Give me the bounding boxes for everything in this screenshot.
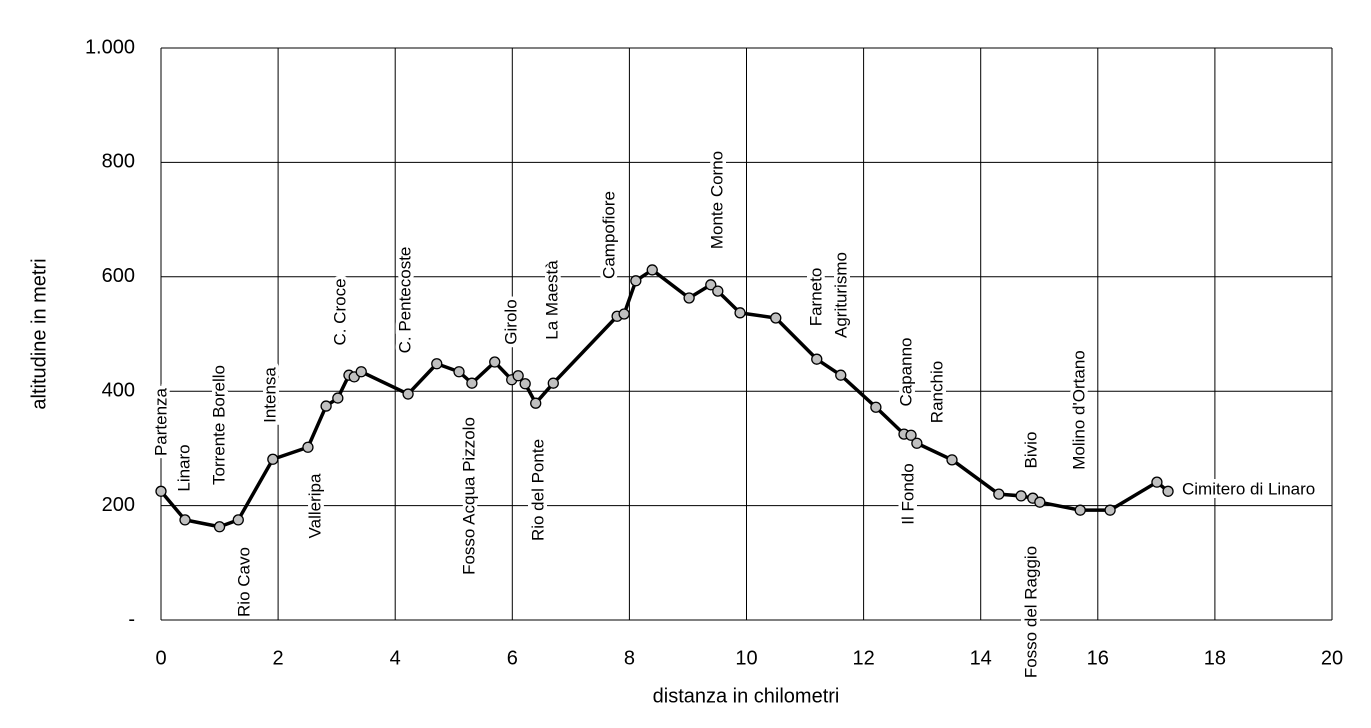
annotation: Linaro	[174, 444, 193, 491]
x-tick-label: 6	[507, 647, 518, 669]
point-marker	[1162, 485, 1174, 497]
annotation: C. Pentecoste	[395, 247, 414, 354]
annotation: Fosso del Raggio	[1021, 546, 1040, 678]
x-tick-label: 2	[273, 647, 284, 669]
annotation: Valleripa	[305, 473, 324, 538]
point-marker	[811, 353, 823, 365]
point-marker	[547, 377, 559, 389]
point-marker	[302, 441, 314, 453]
point-marker	[734, 307, 746, 319]
point-marker	[489, 356, 501, 368]
annotation: C. Croce	[330, 278, 349, 345]
y-tick-label: 200	[102, 494, 135, 516]
y-axis-title: altitudine in metri	[28, 258, 50, 409]
point-marker	[466, 377, 478, 389]
annotation: Intensa	[260, 367, 279, 423]
point-marker	[993, 488, 1005, 500]
point-marker	[618, 308, 630, 320]
point-marker	[630, 275, 642, 287]
annotation: La Maestà	[542, 260, 561, 340]
point-marker	[320, 400, 332, 412]
x-axis-title: distanza in chilometri	[653, 685, 840, 707]
point-marker	[1034, 496, 1046, 508]
annotation: Campofiore	[599, 191, 618, 279]
y-tick-label: 400	[102, 379, 135, 401]
point-marker	[155, 485, 167, 497]
annotation: Rio Cavo	[234, 547, 253, 617]
point-marker	[213, 521, 226, 533]
x-tick-label: 20	[1321, 647, 1343, 669]
point-marker	[179, 514, 191, 526]
x-tick-label: 0	[155, 647, 166, 669]
point-marker	[770, 312, 782, 324]
point-marker	[683, 292, 695, 304]
point-marker	[355, 366, 367, 378]
annotation: Fosso Acqua Pizzolo	[459, 417, 478, 575]
x-tick-label: 18	[1204, 647, 1226, 669]
y-tick-label: 600	[102, 265, 135, 287]
point-marker	[402, 388, 414, 400]
point-marker	[835, 369, 847, 381]
x-tick-label: 4	[390, 647, 401, 669]
y-tick-label: -	[128, 608, 135, 630]
point-marker	[431, 358, 443, 370]
annotation: Cimitero di Linaro	[1182, 479, 1315, 498]
point-marker	[332, 392, 344, 404]
annotation: Rio del Ponte	[528, 439, 547, 541]
point-marker	[267, 453, 279, 465]
point-marker	[512, 370, 524, 382]
y-tick-label: 800	[102, 151, 135, 173]
x-tick-label: 10	[735, 647, 757, 669]
point-marker	[946, 454, 958, 466]
annotation: Monte Corno	[707, 151, 726, 249]
annotation: Ranchio	[927, 361, 946, 423]
annotation: Il Fondo	[898, 463, 917, 524]
annotation: Agriturismo	[831, 252, 850, 338]
x-tick-label: 8	[624, 647, 635, 669]
point-marker	[905, 429, 917, 441]
annotation: Torrente Borello	[209, 365, 228, 485]
point-marker	[530, 397, 542, 409]
point-marker	[519, 378, 531, 390]
point-marker	[1074, 504, 1086, 516]
point-marker	[911, 437, 923, 449]
point-marker	[453, 366, 465, 378]
point-marker	[712, 285, 724, 297]
point-marker	[1151, 476, 1163, 488]
point-marker	[232, 514, 244, 526]
x-tick-label: 12	[852, 647, 874, 669]
point-marker	[1015, 490, 1027, 502]
annotation: Molino d'Ortano	[1069, 350, 1088, 469]
point-marker	[646, 264, 658, 276]
annotation: Bivio	[1021, 432, 1040, 469]
point-marker	[1104, 504, 1116, 516]
annotation: Capanno	[896, 337, 915, 406]
annotation: Partenza	[151, 387, 170, 456]
annotation: Girolo	[501, 299, 520, 344]
y-tick-label: 1.000	[85, 36, 135, 58]
x-tick-label: 14	[970, 647, 992, 669]
x-tick-label: 16	[1087, 647, 1109, 669]
point-marker	[705, 279, 717, 291]
annotation: Farneto	[806, 268, 825, 327]
point-marker	[870, 401, 882, 413]
